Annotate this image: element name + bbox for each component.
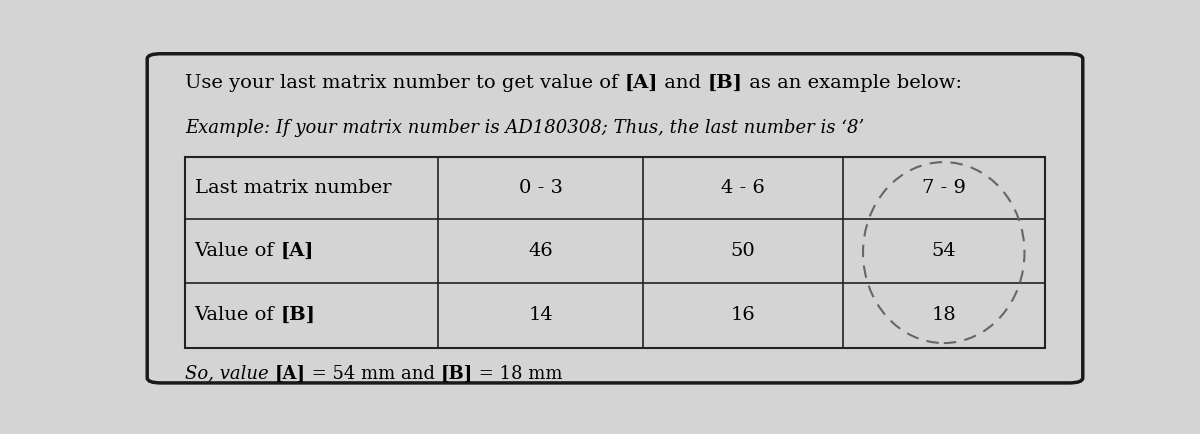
Text: as an example below:: as an example below:: [743, 74, 961, 92]
Text: [A]: [A]: [281, 242, 314, 260]
Text: Example: If your matrix number is AD180308; Thus, the last number is ‘8’: Example: If your matrix number is AD1803…: [185, 119, 864, 137]
Text: 54: 54: [931, 242, 956, 260]
Text: and: and: [659, 74, 708, 92]
Text: 14: 14: [528, 306, 553, 324]
Bar: [185, 158, 1045, 348]
Text: Use your last matrix number to get value of: Use your last matrix number to get value…: [185, 74, 625, 92]
Text: [B]: [B]: [281, 306, 316, 324]
Text: = 54 mm and: = 54 mm and: [306, 365, 440, 382]
Text: [A]: [A]: [275, 365, 306, 382]
Text: 50: 50: [731, 242, 755, 260]
Text: 16: 16: [731, 306, 755, 324]
Text: 7 - 9: 7 - 9: [922, 179, 966, 197]
Text: 0 - 3: 0 - 3: [518, 179, 563, 197]
Text: [B]: [B]: [708, 74, 743, 92]
Text: 4 - 6: 4 - 6: [721, 179, 764, 197]
Text: = 18 mm: = 18 mm: [473, 365, 563, 382]
FancyBboxPatch shape: [148, 54, 1082, 383]
Text: 18: 18: [931, 306, 956, 324]
Text: Last matrix number: Last matrix number: [194, 179, 391, 197]
Text: Value of: Value of: [194, 242, 281, 260]
Text: [A]: [A]: [625, 74, 659, 92]
Text: So, value: So, value: [185, 365, 275, 382]
Text: [B]: [B]: [440, 365, 473, 382]
Text: Value of: Value of: [194, 306, 281, 324]
Text: 46: 46: [528, 242, 553, 260]
